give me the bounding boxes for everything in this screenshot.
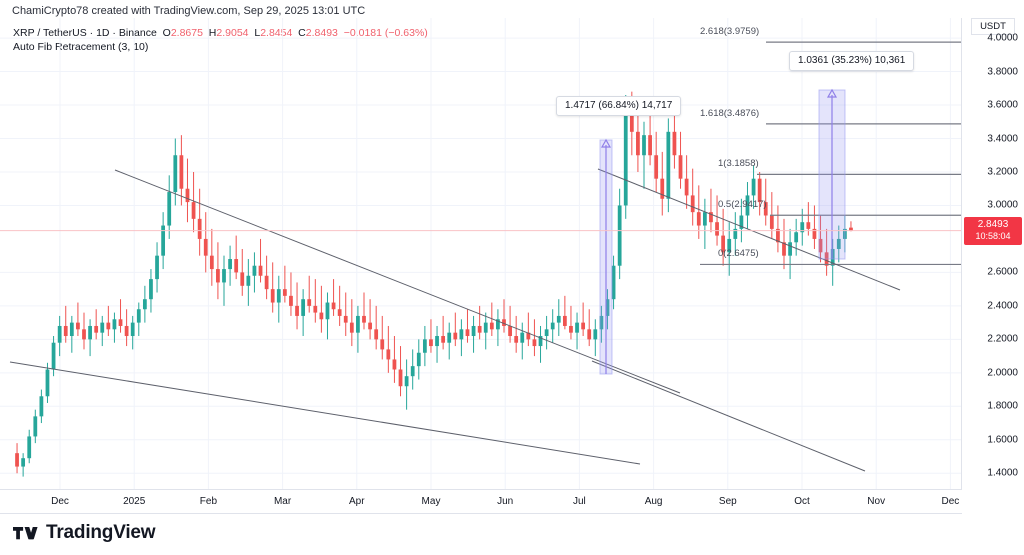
price-tick-label: 2.4000 <box>987 300 1018 312</box>
time-scale[interactable]: Dec 2025 Feb Mar Apr May Jun Jul Aug Sep Oct Nov Dec <box>0 490 962 514</box>
chart-legend: XRP / TetherUS · 1D · Binance O2.8675 H2… <box>13 26 428 41</box>
grid-lines <box>0 18 961 489</box>
price-tick-label: 3.4000 <box>987 133 1018 144</box>
legend-symbol[interactable]: XRP / TetherUS <box>13 27 87 39</box>
fib-level-label-2-618: 2.618(3.9759) <box>700 26 760 38</box>
price-tick-label: 1.6000 <box>987 434 1018 446</box>
current-price-badge: 2.8493 10:58:04 <box>964 216 1022 245</box>
price-tick-label: 4.0000 <box>987 32 1018 44</box>
legend-high-value: 2.9054 <box>216 27 249 39</box>
legend-sep-2: · <box>109 27 119 39</box>
fib-level-label-1-618: 1.618(3.4876) <box>700 107 760 119</box>
candlestick-series <box>15 91 853 477</box>
legend-high-key: H <box>208 27 217 39</box>
tradingview-footer: TradingView <box>13 522 156 544</box>
tradingview-brand: TradingView <box>46 522 156 543</box>
price-tick-label: 2.0000 <box>987 367 1018 379</box>
measurement-label-target-projection: 1.0361 (35.23%) 10,361 <box>789 51 915 71</box>
time-tick-label: Dec <box>51 496 69 507</box>
legend-close-value: 2.8493 <box>305 27 338 39</box>
fib-retracement-lines <box>700 41 961 266</box>
price-tick-label: 2.2000 <box>987 333 1018 345</box>
legend-change-percent: (−0.63%) <box>384 27 428 39</box>
legend-interval[interactable]: 1D <box>96 27 110 39</box>
time-tick-label: Mar <box>273 496 292 507</box>
price-tick-label: 3.0000 <box>987 199 1018 211</box>
time-tick-label: Oct <box>794 496 810 507</box>
time-tick-label: 2025 <box>123 496 146 507</box>
attribution-text: ChamiCrypto78 created with TradingView.c… <box>12 5 366 17</box>
chart-plot-area[interactable]: 2.618(3.9759) 1.618(3.4876) 1(3.1858) 0.5(2… <box>0 18 962 490</box>
price-tick-label: 3.2000 <box>987 166 1018 178</box>
fib-level-label-0-5: 0.5(2.9417) <box>718 199 767 211</box>
price-tick-label: 1.8000 <box>987 400 1018 412</box>
price-tick-label: 1.4000 <box>987 467 1018 479</box>
time-tick-label: Jun <box>497 496 514 507</box>
trendline-3 <box>591 360 866 472</box>
price-tick-label: 3.6000 <box>987 99 1018 111</box>
trendline-1 <box>9 361 641 465</box>
time-tick-label: Apr <box>349 496 365 507</box>
current-price-value: 2.8493 <box>977 218 1009 230</box>
legend-close-key: C <box>298 27 306 39</box>
tradingview-logo-icon <box>13 526 38 539</box>
legend-sep-1: · <box>86 27 97 39</box>
indicator-legend[interactable]: Auto Fib Retracement (3, 10) <box>13 41 149 53</box>
price-scale[interactable]: USDT 4.0000 3.8000 3.6000 3.4000 3.2000 3.000… <box>962 18 1024 490</box>
legend-open-key: O <box>162 27 171 39</box>
measurement-label-july-spike: 1.4717 (66.84%) 14,717 <box>556 96 682 116</box>
trendlines <box>9 168 901 472</box>
fib-level-label-0: 0(2.6475) <box>718 248 759 260</box>
legend-change: −0.0181 <box>343 27 382 39</box>
chart-canvas <box>0 18 961 489</box>
time-tick-label: May <box>421 496 441 507</box>
price-scale-unit: USDT <box>971 18 1015 35</box>
trendline-0 <box>114 169 681 394</box>
legend-low-value: 2.8454 <box>260 27 293 39</box>
time-tick-label: Jul <box>572 496 586 507</box>
legend-low-key: L <box>254 27 261 39</box>
bar-countdown: 10:58:04 <box>975 230 1011 241</box>
legend-open-value: 2.8675 <box>170 27 203 39</box>
time-tick-label: Feb <box>199 496 218 507</box>
time-tick-label: Nov <box>867 496 886 507</box>
time-tick-label: Dec <box>941 496 960 507</box>
time-tick-label: Sep <box>718 496 737 507</box>
time-tick-label: Aug <box>644 496 663 507</box>
legend-exchange[interactable]: Binance <box>118 27 157 39</box>
price-tick-label: 2.6000 <box>987 266 1018 278</box>
price-tick-label: 3.8000 <box>987 66 1018 78</box>
trendline-2 <box>597 168 901 291</box>
fib-level-label-1: 1(3.1858) <box>718 158 759 170</box>
